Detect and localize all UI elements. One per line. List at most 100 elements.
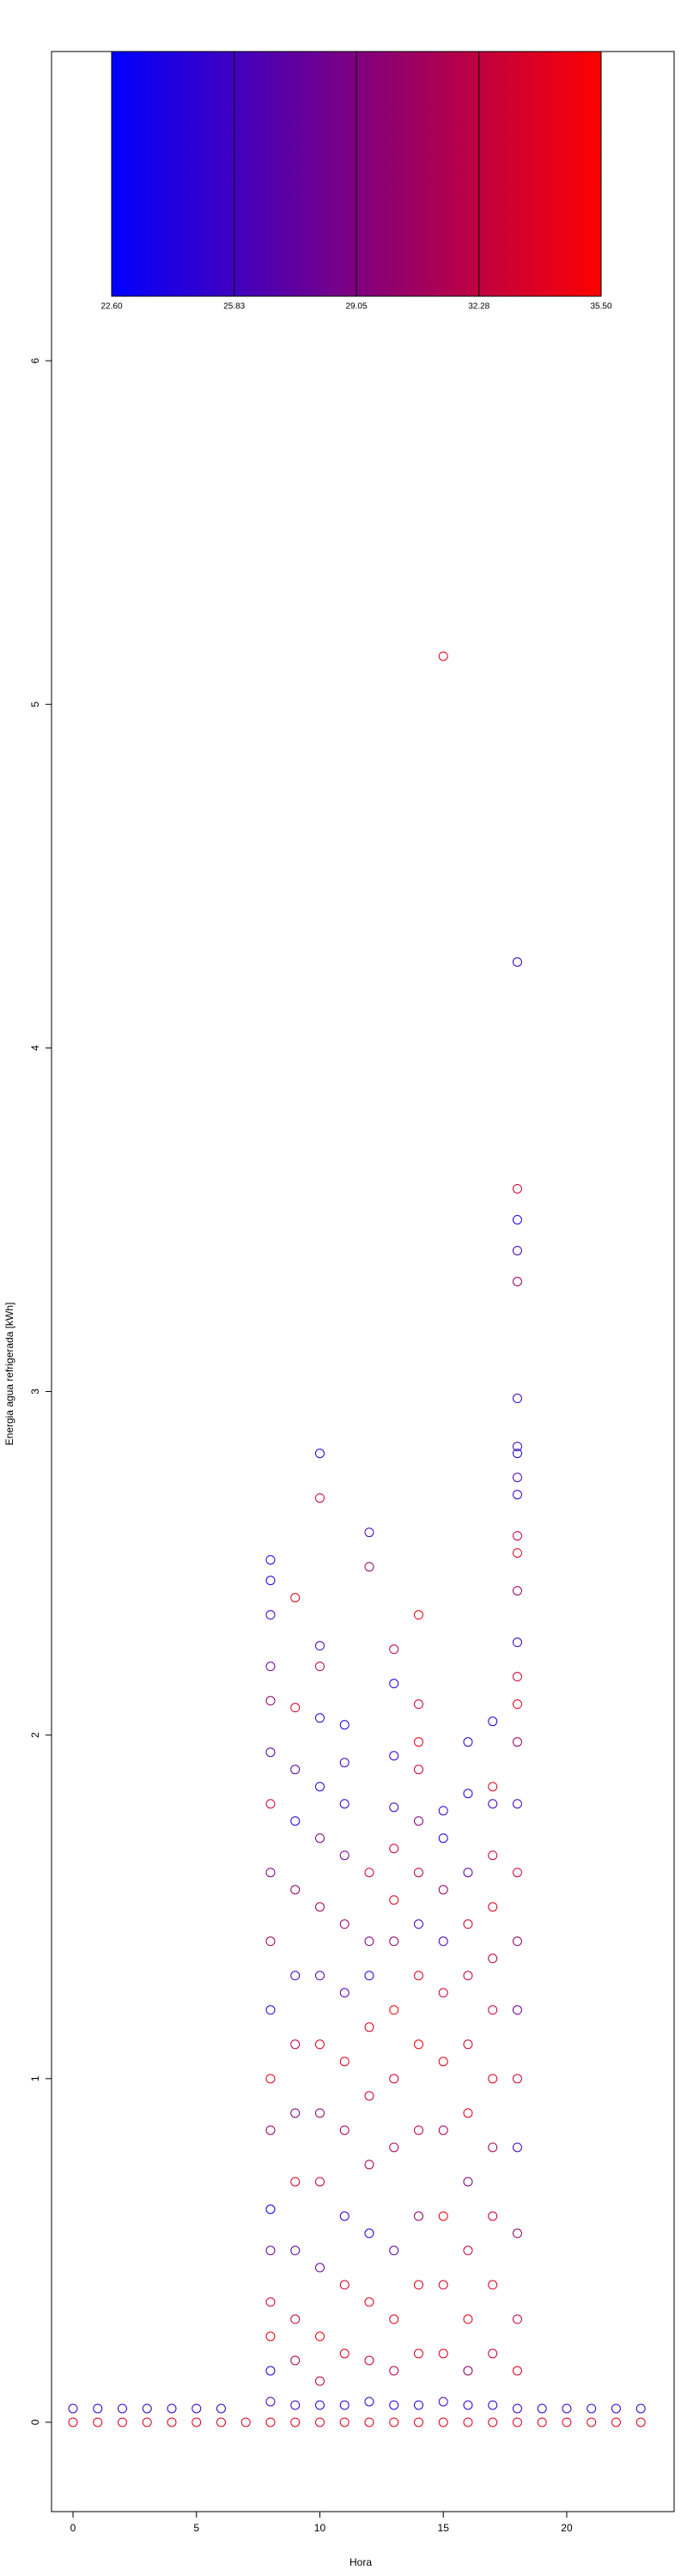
colorbar-tick-label: 25.83 [223, 302, 245, 312]
point [438, 2125, 448, 2136]
point [389, 2074, 399, 2084]
point [413, 1765, 423, 1775]
point [314, 1493, 325, 1504]
point [364, 2297, 374, 2307]
point [364, 2022, 374, 2032]
point [339, 1799, 350, 1809]
point [488, 2417, 498, 2427]
point [364, 1971, 374, 1981]
point [314, 1782, 325, 1792]
point [413, 1868, 423, 1878]
point [463, 2400, 473, 2410]
x-tick-label: 5 [193, 2522, 199, 2534]
point [488, 1782, 498, 1792]
point [265, 1868, 276, 1878]
x-tick-label: 15 [438, 2522, 450, 2534]
point [118, 2403, 128, 2414]
x-tick-label: 20 [561, 2522, 573, 2534]
y-tick-label: 1 [29, 2075, 41, 2081]
point [314, 1902, 325, 1912]
point [512, 1449, 522, 1459]
point [512, 1868, 522, 1878]
point [290, 1765, 301, 1775]
point [364, 2397, 374, 2407]
point [438, 1936, 448, 1947]
point [413, 2280, 423, 2290]
y-tick-label: 4 [29, 1045, 41, 1051]
point [463, 2108, 473, 2118]
point [290, 2400, 301, 2410]
point [339, 1919, 350, 1929]
point [413, 2211, 423, 2221]
point [389, 1844, 399, 1854]
point [364, 2091, 374, 2101]
point [216, 2417, 226, 2427]
point [314, 2331, 325, 2342]
point [512, 1936, 522, 1947]
point [290, 2177, 301, 2187]
point [512, 2366, 522, 2376]
point [438, 651, 448, 661]
point [438, 2211, 448, 2221]
point [290, 1816, 301, 1826]
point [314, 1713, 325, 1723]
point [339, 2348, 350, 2359]
point [635, 2417, 646, 2427]
point [265, 1936, 276, 1947]
y-tick-label: 5 [29, 702, 41, 708]
point [142, 2417, 152, 2427]
point [314, 2263, 325, 2273]
point [488, 1850, 498, 1861]
point [389, 1751, 399, 1761]
point [314, 2039, 325, 2050]
point [265, 2331, 276, 2342]
point [512, 1214, 522, 1224]
point [512, 1473, 522, 1483]
point [265, 1576, 276, 1586]
point [512, 1442, 522, 1452]
point [463, 1868, 473, 1878]
point [438, 2397, 448, 2407]
point [339, 2280, 350, 2290]
point [314, 1971, 325, 1981]
point [488, 1902, 498, 1912]
point [438, 2417, 448, 2427]
point [463, 2417, 473, 2427]
point [512, 1737, 522, 1747]
point [438, 1833, 448, 1844]
point [512, 2142, 522, 2153]
y-axis-title: Energia agua refrigerada [kWh] [3, 1303, 15, 1446]
point [265, 2125, 276, 2136]
point [265, 1747, 276, 1758]
point [216, 2403, 226, 2414]
point [364, 1562, 374, 1572]
point [93, 2403, 103, 2414]
point [512, 1548, 522, 1558]
point [339, 1720, 350, 1730]
point [265, 2297, 276, 2307]
point [413, 1816, 423, 1826]
point [339, 2400, 350, 2410]
point [488, 2348, 498, 2359]
point [118, 2417, 128, 2427]
point [265, 2204, 276, 2215]
point [364, 1528, 374, 1538]
x-tick-label: 0 [70, 2522, 76, 2534]
point [438, 2057, 448, 2067]
colorbar-tick-label: 32.28 [468, 302, 489, 312]
point [512, 1799, 522, 1809]
point [512, 2314, 522, 2324]
y-tick-label: 6 [29, 357, 41, 363]
point [512, 1394, 522, 1404]
point [314, 2400, 325, 2410]
point [389, 2366, 399, 2376]
point [512, 1531, 522, 1541]
point [339, 2211, 350, 2221]
point [265, 2005, 276, 2015]
point [512, 2005, 522, 2015]
point [413, 2417, 423, 2427]
point [364, 1936, 374, 1947]
point [265, 2417, 276, 2427]
x-axis-title: Hora [350, 2556, 372, 2568]
point [314, 2417, 325, 2427]
